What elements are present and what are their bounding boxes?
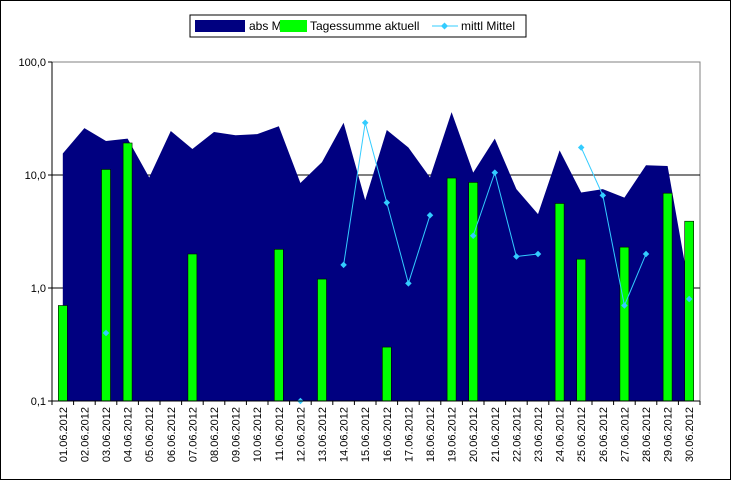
x-tick-label: 22.06.2012 [511,407,523,462]
legend-box [189,14,527,38]
x-tick-label: 14.06.2012 [339,407,351,462]
x-tick-label: 19.06.2012 [447,407,459,462]
x-tick-label: 10.06.2012 [252,407,264,462]
legend-label-tagessumme: Tagessumme aktuell [310,19,419,33]
x-tick-label: 26.06.2012 [598,407,610,462]
x-tick-label: 29.06.2012 [663,407,675,462]
area-abs-max [62,112,690,401]
x-tick-label: 18.06.2012 [425,407,437,462]
line-segment [472,172,496,236]
point-27.06.2012 [621,302,628,309]
x-tick-label: 25.06.2012 [576,407,588,462]
bar-27.06.2012 [619,246,630,402]
legend-marker-mittl-mittel [440,22,449,30]
x-tick-label: 13.06.2012 [317,407,329,462]
line-segment [364,122,388,203]
x-tick-label: 17.06.2012 [403,407,415,462]
bar-24.06.2012 [554,203,565,402]
bar-30.06.2012 [684,220,695,402]
bar-11.06.2012 [273,249,284,402]
bar-20.06.2012 [468,182,479,402]
x-tick-label: 12.06.2012 [295,407,307,462]
line-segment [580,147,604,196]
point-20.06.2012 [469,232,477,240]
bar-29.06.2012 [662,192,673,402]
bar-03.06.2012 [101,169,111,402]
x-tick-label: 06.06.2012 [166,407,178,462]
bar-16.06.2012 [381,346,392,402]
point-18.06.2012 [426,212,434,219]
x-tick-label: 24.06.2012 [555,407,567,462]
line-segment [516,253,539,257]
legend-swatch-abs-max [195,20,245,32]
legend: abs Max Tagessumme aktuell mittl Mittel [189,14,527,38]
x-tick-label: 04.06.2012 [123,407,135,462]
bar-01.06.2012 [57,305,68,402]
point-14.06.2012 [340,261,347,269]
x-tick-label: 03.06.2012 [101,407,113,462]
x-tick-label: 20.06.2012 [468,407,480,462]
bar-04.06.2012 [122,142,133,402]
x-tick-label: 09.06.2012 [231,407,243,462]
area-series [62,112,690,401]
bar-series [57,142,695,402]
x-tick-labels: 01.06.2012 02.06.2012 03.06.2012 04.06.2012… [58,407,696,462]
bar-07.06.2012 [187,253,198,402]
bar-25.06.2012 [576,258,587,402]
point-17.06.2012 [405,280,412,287]
x-tick-label: 27.06.2012 [619,407,631,462]
y-tick-label: 0,1 [31,396,46,408]
x-tick-label: 23.06.2012 [533,407,545,462]
point-30.06.2012 [685,295,693,303]
x-tick-label: 01.06.2012 [58,407,70,462]
x-tick-label: 16.06.2012 [382,407,394,462]
point-26.06.2012 [599,192,607,199]
legend-swatch-tagessumme [280,20,307,32]
point-25.06.2012 [577,144,585,151]
y-tick-label: 10,0 [25,170,46,182]
point-16.06.2012 [383,199,391,206]
line-segment [386,202,409,284]
axes [48,61,701,405]
bar-13.06.2012 [317,278,327,402]
x-tick-label: 15.06.2012 [360,407,372,462]
x-tick-label: 05.06.2012 [144,407,156,462]
line-segment [602,195,625,306]
y-tick-labels: 0,1 1,0 10,0 100,0 [18,57,46,408]
x-tick-label: 07.06.2012 [187,407,199,462]
x-tick-label: 11.06.2012 [274,407,286,461]
x-tick-label: 21.06.2012 [490,407,502,462]
y-tick-label: 1,0 [31,283,46,295]
line-segment [407,215,431,284]
line-segment [623,253,647,306]
line-segment [494,172,517,257]
x-tick-label: 02.06.2012 [79,407,91,462]
point-21.06.2012 [491,169,499,176]
x-tick-label: 28.06.2012 [641,407,653,462]
x-tick-label: 30.06.2012 [684,407,696,462]
legend-label-mittl-mittel: mittl Mittel [461,19,515,33]
bar-19.06.2012 [446,177,457,402]
x-tick-label: 08.06.2012 [209,407,221,462]
y-tick-label: 100,0 [18,57,46,69]
line-segment [343,122,366,266]
